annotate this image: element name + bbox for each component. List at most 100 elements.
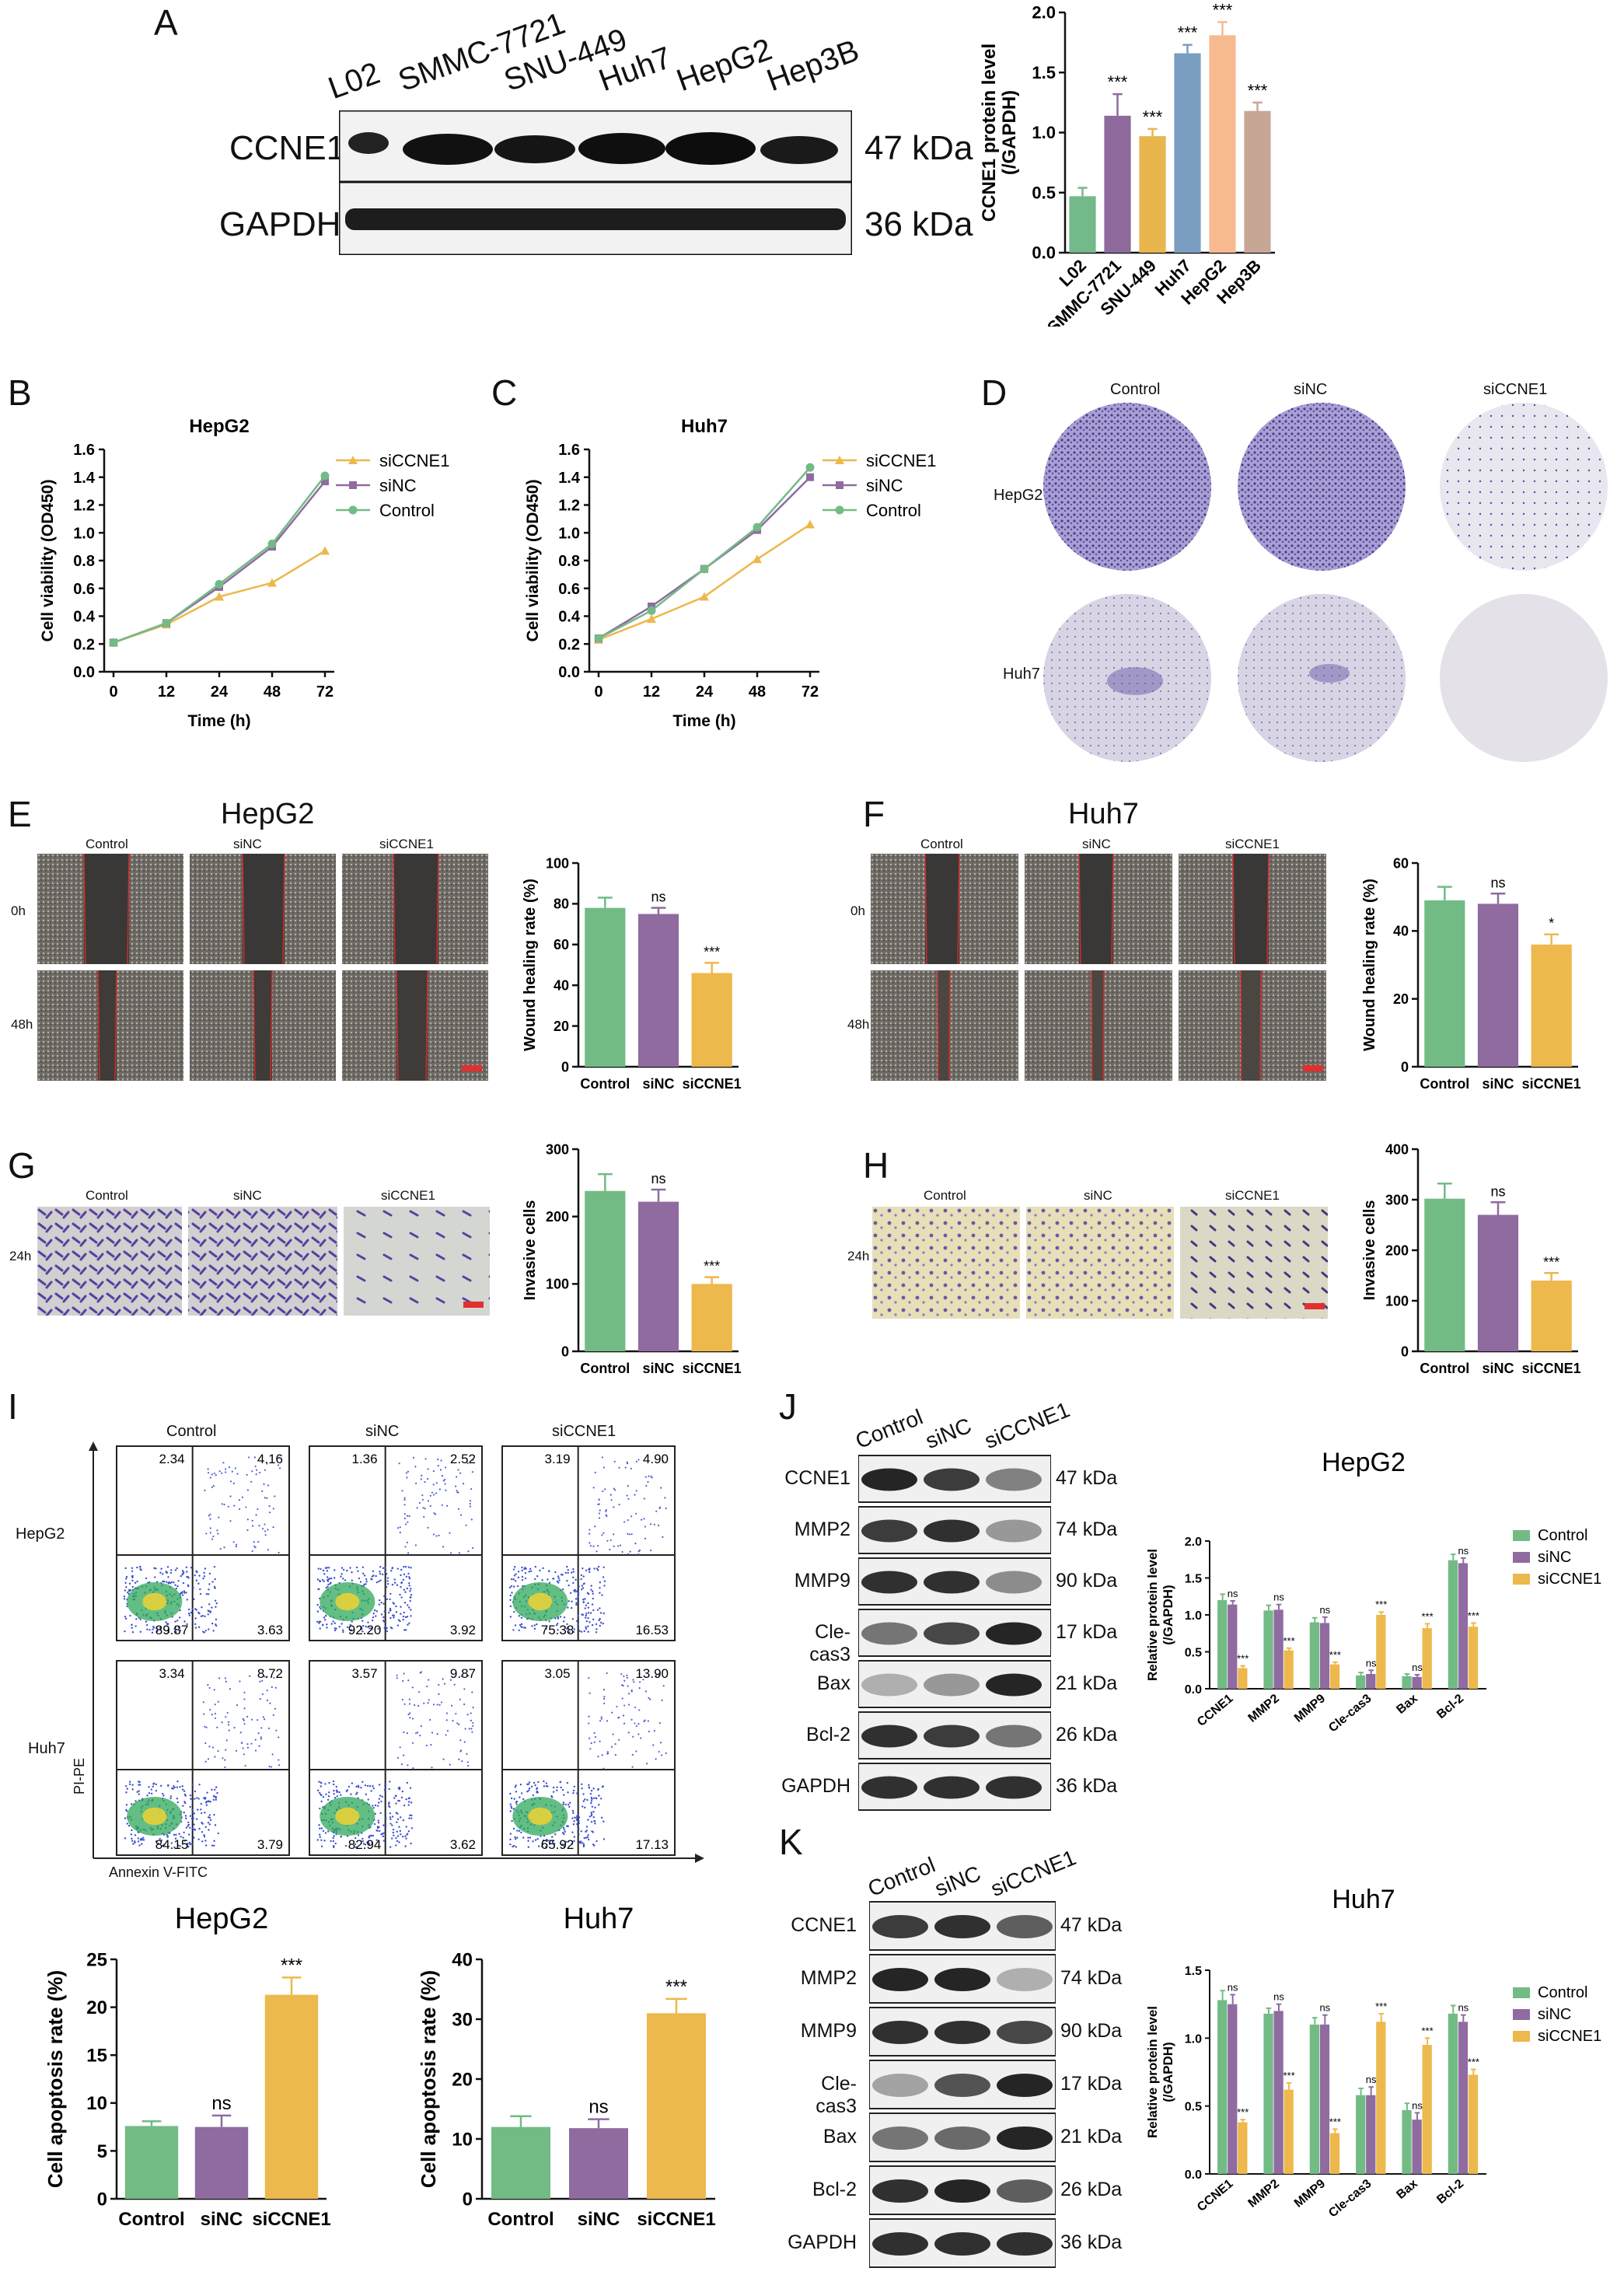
event-dot [134, 1581, 137, 1584]
event-dot [400, 1613, 402, 1615]
event-dot [627, 1553, 629, 1555]
event-dot [403, 1804, 406, 1807]
event-dot [470, 1712, 472, 1714]
event-dot [259, 1680, 261, 1683]
event-dot [662, 1685, 665, 1687]
event-dot [208, 1746, 211, 1748]
event-dot [319, 1833, 321, 1836]
event-dot [327, 1798, 330, 1801]
event-dot [204, 1797, 207, 1799]
event-dot [463, 1688, 466, 1690]
event-dot [127, 1825, 131, 1827]
legend-swatch [1513, 1530, 1530, 1541]
event-dot [587, 1630, 589, 1633]
event-dot [368, 1785, 372, 1788]
event-dot [627, 1685, 629, 1687]
event-dot [322, 1569, 325, 1572]
event-dot [519, 1796, 521, 1798]
event-dot [194, 1574, 196, 1577]
event-dot [159, 1784, 162, 1788]
event-dot [215, 1606, 217, 1608]
event-dot [595, 1631, 598, 1634]
col-label: Control [166, 1423, 217, 1440]
event-dot [324, 1567, 327, 1569]
event-dot [176, 1797, 179, 1800]
event-dot [272, 1714, 274, 1717]
event-dot [557, 1623, 559, 1625]
significance-label: ns [1412, 2099, 1423, 2111]
y-tick-label: 1.0 [73, 525, 95, 542]
event-dot [467, 1675, 470, 1677]
event-dot [590, 1801, 592, 1805]
event-dot [236, 1473, 239, 1475]
event-dot [190, 1611, 193, 1614]
event-dot [564, 1571, 567, 1574]
event-dot [420, 1478, 422, 1480]
blot-band [872, 2126, 928, 2150]
event-dot [333, 1789, 335, 1792]
event-dot [563, 1845, 566, 1848]
event-dot [635, 1750, 637, 1753]
event-dot [602, 1689, 606, 1691]
event-dot [659, 1742, 662, 1744]
chart-title: HepG2 [189, 416, 249, 437]
event-dot [585, 1626, 587, 1628]
event-dot [170, 1581, 173, 1584]
event-dot [510, 1797, 513, 1800]
event-dot [209, 1513, 211, 1515]
event-dot [398, 1826, 400, 1828]
event-dot [635, 1512, 637, 1515]
event-dot [614, 1742, 616, 1746]
bar [1283, 2089, 1294, 2174]
event-dot [527, 1783, 530, 1785]
event-dot [417, 1732, 419, 1734]
event-dot [366, 1784, 369, 1788]
y-tick-label: 0 [1401, 1059, 1409, 1075]
event-dot [513, 1610, 515, 1613]
event-dot [334, 1622, 336, 1624]
bar [1069, 196, 1096, 253]
event-dot [649, 1698, 651, 1700]
event-dot [201, 1840, 204, 1843]
event-dot [446, 1504, 449, 1507]
event-dot [410, 1588, 412, 1590]
invasion-images [37, 1207, 490, 1316]
event-dot [214, 1788, 216, 1791]
event-dot [592, 1597, 594, 1600]
event-dot [254, 1739, 257, 1741]
event-dot [208, 1800, 211, 1803]
event-dot [264, 1469, 267, 1471]
data-point [267, 540, 277, 549]
event-dot [658, 1721, 661, 1725]
event-dot [202, 1577, 204, 1580]
event-dot [424, 1458, 427, 1460]
event-dot [605, 1514, 607, 1516]
event-dot [633, 1681, 635, 1683]
event-dot [406, 1541, 408, 1543]
event-dot [518, 1615, 521, 1617]
event-dot [131, 1829, 133, 1832]
event-dot [391, 1583, 394, 1586]
event-dot [325, 1586, 327, 1589]
event-dot [167, 1784, 169, 1787]
event-dot [261, 1679, 264, 1682]
event-dot [358, 1577, 361, 1580]
y-tick-label: 0.0 [1185, 2168, 1202, 2182]
event-dot [425, 1744, 428, 1747]
event-dot [175, 1630, 177, 1634]
event-dot [635, 1460, 637, 1462]
event-dot [645, 1484, 648, 1487]
event-dot [333, 1792, 335, 1795]
data-point [215, 579, 224, 589]
event-dot [601, 1456, 603, 1459]
event-dot [198, 1784, 201, 1786]
quadrant-value: 8.72 [257, 1666, 283, 1681]
event-dot [402, 1819, 405, 1822]
event-dot [375, 1839, 378, 1841]
event-dot [630, 1533, 633, 1536]
event-dot [379, 1571, 381, 1573]
event-dot [572, 1812, 575, 1814]
event-dot [243, 1719, 245, 1721]
event-dot [203, 1835, 206, 1838]
event-dot [196, 1571, 198, 1574]
